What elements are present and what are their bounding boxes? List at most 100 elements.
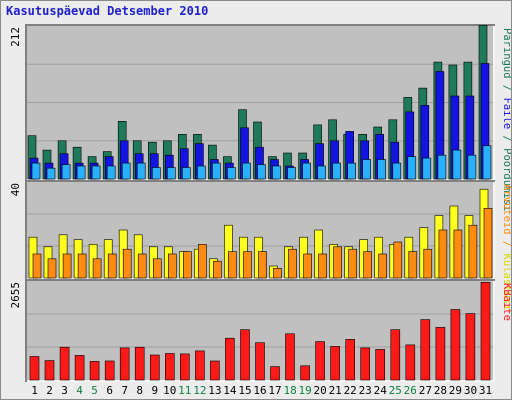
x-tick-label: 8 bbox=[136, 384, 143, 397]
bar-bottom-kbytes-day-24 bbox=[375, 349, 386, 381]
bar-bottom-kbytes-day-18 bbox=[285, 333, 295, 381]
x-tick-label: 26 bbox=[404, 384, 417, 397]
bar-top-hits-day-18 bbox=[287, 167, 296, 180]
bar-middle-sites-day-6 bbox=[107, 253, 117, 279]
x-tick-label: 15 bbox=[238, 384, 251, 397]
x-tick-label: 22 bbox=[344, 384, 357, 397]
legend-segment: KBaite bbox=[501, 283, 511, 321]
x-tick-label: 3 bbox=[61, 384, 68, 397]
bar-top-hits-day-21 bbox=[332, 162, 341, 180]
bar-bottom-kbytes-day-7 bbox=[119, 347, 130, 381]
x-tick-label: 23 bbox=[359, 384, 372, 397]
x-axis-labels: 1 2 3 4 5 6 7 8 9 10 11 12 13 14 15 16 17 18 19 20 21 22 23 24 2… bbox=[31, 384, 492, 397]
bar-bottom-kbytes-day-15 bbox=[240, 329, 250, 381]
bar-middle-sites-day-2 bbox=[47, 258, 57, 279]
bar-bottom-kbytes-day-19 bbox=[300, 365, 310, 381]
bar-bottom-kbytes-day-22 bbox=[345, 339, 356, 381]
x-tick-label: 16 bbox=[253, 384, 266, 397]
bar-top-hits-day-30 bbox=[467, 154, 477, 180]
bar-bottom-kbytes-day-17 bbox=[270, 366, 280, 381]
bar-top-hits-day-11 bbox=[182, 167, 191, 180]
x-tick-label: 2 bbox=[46, 384, 53, 397]
x-tick-label: 17 bbox=[268, 384, 281, 397]
x-tick-label: 11 bbox=[178, 384, 191, 397]
y-max-label: 40 bbox=[9, 183, 22, 196]
bar-top-hits-day-25 bbox=[392, 162, 402, 180]
legend-label-middle: Arvuteid / Külastusi bbox=[501, 184, 511, 310]
x-tick-label: 19 bbox=[298, 384, 311, 397]
bar-bottom-kbytes-day-20 bbox=[315, 341, 325, 381]
bar-bottom-kbytes-day-12 bbox=[195, 350, 205, 381]
legend-segment: Faile bbox=[501, 98, 511, 130]
x-tick-label: 13 bbox=[208, 384, 221, 397]
legend-label-top: Päringud / Faile / Pöördumisi bbox=[501, 28, 511, 211]
panel-middle: 40 bbox=[9, 180, 495, 280]
bar-middle-sites-day-26 bbox=[408, 251, 418, 279]
bar-top-hits-day-29 bbox=[452, 149, 462, 180]
x-tick-label: 9 bbox=[151, 384, 158, 397]
x-tick-label: 29 bbox=[449, 384, 462, 397]
y-max-label: 2655 bbox=[9, 282, 22, 309]
bar-top-hits-day-24 bbox=[377, 159, 387, 180]
bar-top-hits-day-3 bbox=[61, 164, 71, 180]
bar-top-hits-day-5 bbox=[91, 165, 101, 180]
bar-middle-sites-day-19 bbox=[303, 253, 312, 279]
bar-top-hits-day-31 bbox=[482, 145, 492, 180]
bar-top-hits-day-23 bbox=[362, 159, 372, 180]
x-tick-label: 7 bbox=[121, 384, 128, 397]
bar-middle-sites-day-25 bbox=[393, 241, 403, 279]
x-tick-label: 14 bbox=[223, 384, 237, 397]
chart-title: Kasutuspäevad Detsember 2010 bbox=[6, 4, 209, 18]
bar-top-hits-day-22 bbox=[347, 162, 357, 180]
bar-top-hits-day-2 bbox=[46, 167, 56, 180]
x-tick-label: 4 bbox=[76, 384, 83, 397]
bar-middle-sites-day-14 bbox=[228, 251, 237, 279]
bar-middle-sites-day-13 bbox=[213, 260, 222, 279]
bar-top-hits-day-17 bbox=[272, 165, 281, 180]
bar-top-hits-day-27 bbox=[422, 157, 432, 180]
bar-middle-sites-day-18 bbox=[288, 248, 297, 279]
bar-top-hits-day-14 bbox=[227, 167, 236, 180]
bar-bottom-kbytes-day-9 bbox=[150, 354, 160, 381]
bar-bottom-kbytes-day-31 bbox=[480, 281, 491, 381]
bar-bottom-kbytes-day-6 bbox=[104, 360, 115, 381]
bar-bottom-kbytes-day-1 bbox=[29, 356, 40, 381]
bar-top-hits-day-9 bbox=[152, 167, 161, 180]
bar-middle-sites-day-30 bbox=[468, 224, 478, 279]
x-tick-label: 6 bbox=[106, 384, 113, 397]
x-tick-label: 27 bbox=[419, 384, 432, 397]
bar-middle-sites-day-23 bbox=[363, 251, 373, 279]
bar-middle-sites-day-24 bbox=[378, 253, 388, 279]
bar-bottom-kbytes-day-4 bbox=[74, 355, 85, 381]
bar-middle-sites-day-21 bbox=[333, 246, 342, 279]
bar-top-hits-day-19 bbox=[302, 162, 311, 180]
bar-middle-sites-day-16 bbox=[258, 251, 267, 279]
legend-segment: Arvuteid bbox=[501, 184, 511, 235]
x-tick-label: 1 bbox=[31, 384, 38, 397]
legend-segment: / bbox=[501, 235, 511, 254]
x-tick-label: 12 bbox=[193, 384, 206, 397]
bar-top-hits-day-1 bbox=[31, 162, 41, 180]
legend-segment: Pöördumisi bbox=[501, 148, 511, 211]
bar-bottom-kbytes-day-23 bbox=[360, 347, 371, 381]
bar-bottom-kbytes-day-14 bbox=[225, 337, 235, 381]
bar-top-hits-day-26 bbox=[407, 156, 417, 180]
bar-middle-sites-day-8 bbox=[137, 253, 147, 279]
bar-middle-sites-day-10 bbox=[168, 253, 177, 279]
bar-bottom-kbytes-day-13 bbox=[210, 360, 220, 381]
bar-middle-sites-day-11 bbox=[183, 251, 192, 279]
bar-middle-sites-day-27 bbox=[423, 248, 433, 279]
bar-bottom-kbytes-day-3 bbox=[59, 346, 70, 381]
bar-middle-sites-day-3 bbox=[62, 253, 72, 279]
legend-label-bottom: KBaite bbox=[501, 283, 511, 321]
x-tick-label: 24 bbox=[374, 384, 388, 397]
bar-middle-sites-day-9 bbox=[153, 258, 162, 279]
bar-middle-sites-day-12 bbox=[198, 244, 207, 279]
bar-middle-sites-day-4 bbox=[77, 253, 87, 279]
bar-bottom-kbytes-day-26 bbox=[405, 344, 416, 381]
bar-middle-sites-day-22 bbox=[348, 248, 358, 279]
bar-bottom-kbytes-day-10 bbox=[165, 353, 175, 381]
bar-middle-sites-day-15 bbox=[243, 251, 252, 279]
x-tick-label: 28 bbox=[434, 384, 447, 397]
